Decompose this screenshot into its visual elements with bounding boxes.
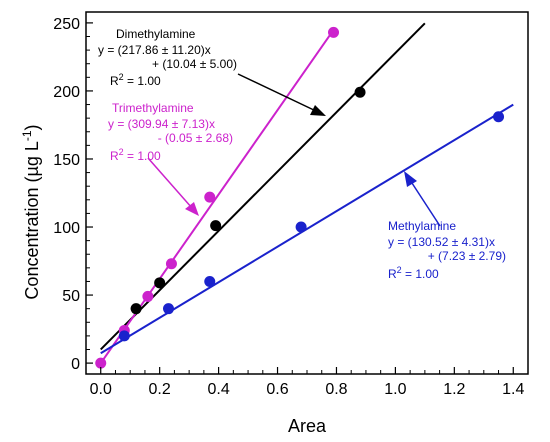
annotation-methylamine: Methylamine y = (130.52 ± 4.31)x + (7.23…	[388, 219, 506, 281]
methylamine-point	[204, 275, 216, 287]
methylamine-r2: R2 = 1.00	[388, 265, 439, 281]
methylamine-equation-line1: y = (130.52 ± 4.31)x	[388, 235, 495, 249]
dimethylamine-equation-line2: + (10.04 ± 5.00)	[152, 57, 237, 71]
dimethylamine-equation-line1: y = (217.86 ± 11.20)x	[98, 43, 211, 57]
y-tick-label: 50	[62, 288, 80, 305]
y-tick-label: 0	[71, 356, 80, 373]
y-tick-label: 100	[53, 220, 80, 237]
x-tick-label: 0.2	[149, 381, 171, 398]
trimethylamine-point	[142, 290, 154, 302]
x-tick-label: 0.0	[90, 381, 112, 398]
methylamine-callout-arrow	[409, 179, 441, 227]
chart-marks	[95, 22, 514, 369]
annotation-trimethylamine: Trimethylamine y = (309.94 ± 7.13)x - (0…	[108, 101, 233, 163]
x-tick-label: 0.4	[207, 381, 229, 398]
dimethylamine-arrowhead	[310, 105, 326, 116]
y-axis-title: Concentration (µg L-1)	[20, 124, 42, 299]
y-tick-label: 150	[53, 152, 80, 169]
trimethylamine-r2: R2 = 1.00	[110, 147, 161, 163]
dimethylamine-point	[210, 220, 222, 232]
trimethylamine-arrowhead	[185, 202, 199, 216]
methylamine-point	[493, 111, 505, 123]
dimethylamine-callout-arrow	[237, 73, 319, 113]
methylamine-equation-line2: + (7.23 ± 2.79)	[428, 249, 506, 263]
x-axis-title: Area	[288, 416, 327, 436]
dimethylamine-point	[354, 86, 366, 98]
x-tick-label: 1.4	[502, 381, 524, 398]
annotation-dimethylamine: Dimethylamine y = (217.86 ± 11.20)x + (1…	[98, 27, 237, 88]
dimethylamine-point	[154, 277, 166, 289]
x-tick-label: 0.8	[325, 381, 347, 398]
y-tick-label: 250	[53, 16, 80, 33]
methylamine-point	[295, 221, 307, 233]
trimethylamine-equation-line1: y = (309.94 ± 7.13)x	[108, 117, 215, 131]
trimethylamine-point	[204, 191, 216, 203]
trimethylamine-point	[328, 26, 340, 38]
trimethylamine-point	[95, 357, 107, 369]
methylamine-point	[118, 330, 130, 342]
trimethylamine-equation-line2: - (0.05 ± 2.68)	[158, 131, 233, 145]
callout-arrows	[147, 73, 441, 227]
x-tick-label: 1.0	[384, 381, 406, 398]
x-tick-label: 1.2	[443, 381, 465, 398]
dimethylamine-point	[130, 303, 142, 315]
methylamine-point	[163, 303, 175, 315]
dimethylamine-name: Dimethylamine	[116, 27, 196, 41]
y-tick-label: 200	[53, 84, 80, 101]
methylamine-name: Methylamine	[388, 219, 456, 233]
x-tick-label: 0.6	[266, 381, 288, 398]
methylamine-arrowhead	[404, 171, 417, 187]
chart-axes: 0.0 0.2 0.4 0.6 0.8 1.0 1.2 1.4 0 50 100 150 200 250	[53, 11, 529, 398]
trimethylamine-callout-arrow	[147, 157, 193, 209]
dimethylamine-fit-line	[100, 22, 426, 351]
trimethylamine-name: Trimethylamine	[112, 101, 194, 115]
dimethylamine-r2: R2 = 1.00	[110, 72, 161, 88]
trimethylamine-point	[165, 258, 177, 270]
